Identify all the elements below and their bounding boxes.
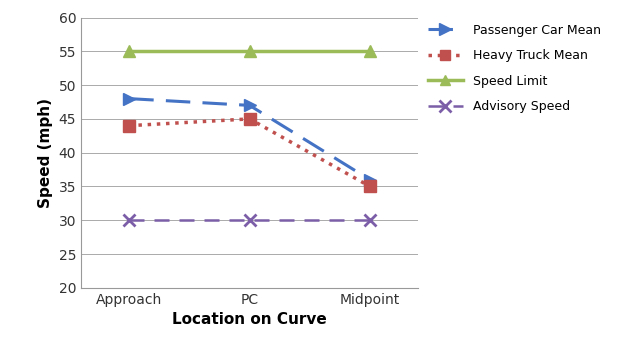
- Y-axis label: Speed (mph): Speed (mph): [38, 98, 53, 208]
- X-axis label: Location on Curve: Location on Curve: [172, 312, 327, 327]
- Legend: Passenger Car Mean, Heavy Truck Mean, Speed Limit, Advisory Speed: Passenger Car Mean, Heavy Truck Mean, Sp…: [427, 24, 601, 113]
